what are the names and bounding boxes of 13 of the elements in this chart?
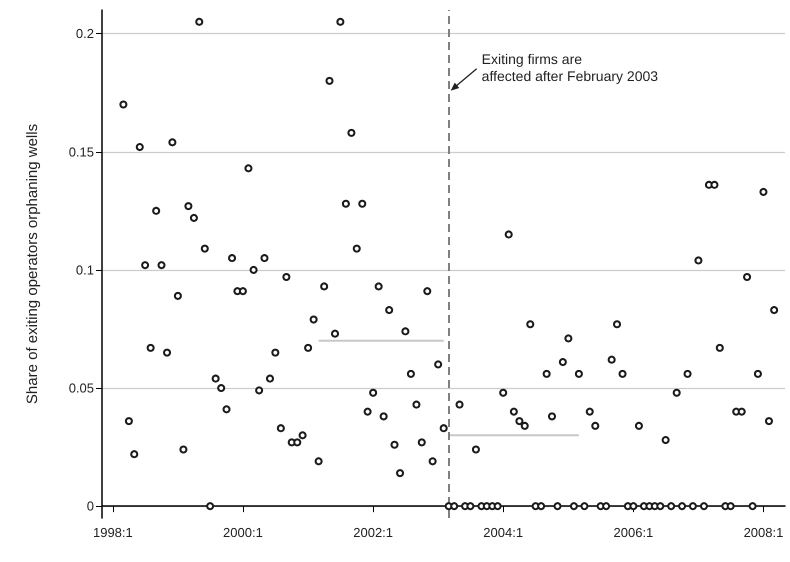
y-tick-label: 0 <box>86 498 94 514</box>
x-tick-label: 2006:1 <box>614 525 654 540</box>
annotation: Exiting firms are affected after February 2003 <box>482 51 658 84</box>
x-tick-label: 2004:1 <box>483 525 524 540</box>
x-tick-label: 1998:1 <box>92 525 133 540</box>
y-tick-label: 0.2 <box>76 26 94 42</box>
y-tick-label: 0.05 <box>68 380 94 396</box>
x-tick-label: 2000:1 <box>223 525 263 540</box>
x-tick-label: 2008:1 <box>744 525 784 540</box>
y-tick-label: 0.1 <box>76 262 94 278</box>
x-tick-label: 2002:1 <box>353 525 394 540</box>
y-axis-title: Share of exiting operators orphaning wells <box>24 124 41 404</box>
y-tick-label: 0.15 <box>68 144 94 160</box>
